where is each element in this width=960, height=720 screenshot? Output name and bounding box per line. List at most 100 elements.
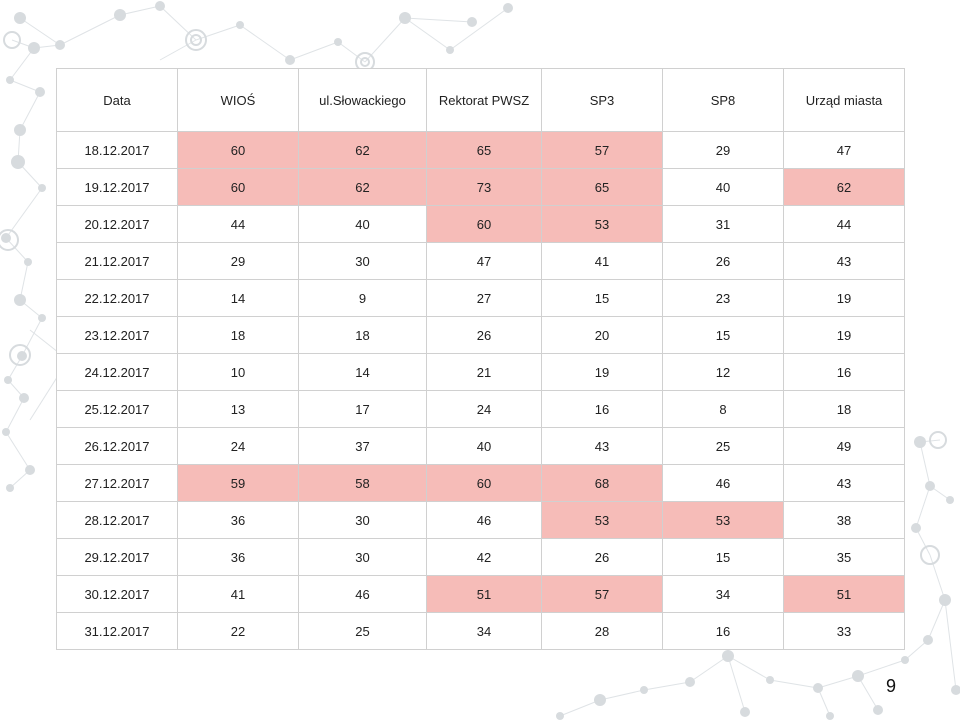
value-cell: 43 xyxy=(783,242,905,280)
value-cell: 35 xyxy=(783,538,905,576)
table-row: 27.12.2017 59 58 60 68 46 43 xyxy=(56,464,905,502)
date-cell: 20.12.2017 xyxy=(56,205,178,243)
value-cell: 29 xyxy=(662,131,784,169)
value-cell: 12 xyxy=(662,353,784,391)
value-cell: 60 xyxy=(177,168,299,206)
table-row: 24.12.2017 10 14 21 19 12 16 xyxy=(56,353,905,391)
value-cell: 51 xyxy=(783,575,905,613)
value-cell: 19 xyxy=(783,279,905,317)
value-cell: 40 xyxy=(662,168,784,206)
value-cell: 60 xyxy=(177,131,299,169)
value-cell: 16 xyxy=(783,353,905,391)
value-cell: 23 xyxy=(662,279,784,317)
value-cell: 25 xyxy=(298,612,427,650)
value-cell: 18 xyxy=(298,316,427,354)
page-number: 9 xyxy=(886,676,897,696)
date-cell: 30.12.2017 xyxy=(56,575,178,613)
value-cell: 34 xyxy=(662,575,784,613)
table-row: 25.12.2017 13 17 24 16 8 18 xyxy=(56,390,905,428)
value-cell: 51 xyxy=(426,575,542,613)
table-row: 22.12.2017 14 9 27 15 23 19 xyxy=(56,279,905,317)
value-cell: 22 xyxy=(177,612,299,650)
value-cell: 57 xyxy=(541,131,663,169)
value-cell: 10 xyxy=(177,353,299,391)
value-cell: 46 xyxy=(298,575,427,613)
value-cell: 33 xyxy=(783,612,905,650)
value-cell: 60 xyxy=(426,205,542,243)
value-cell: 16 xyxy=(662,612,784,650)
value-cell: 41 xyxy=(541,242,663,280)
value-cell: 31 xyxy=(662,205,784,243)
value-cell: 47 xyxy=(426,242,542,280)
value-cell: 15 xyxy=(662,316,784,354)
date-cell: 31.12.2017 xyxy=(56,612,178,650)
table-row: 26.12.2017 24 37 40 43 25 49 xyxy=(56,427,905,465)
table-row: 30.12.2017 41 46 51 57 34 51 xyxy=(56,575,905,613)
column-header: SP3 xyxy=(541,68,663,132)
value-cell: 30 xyxy=(298,242,427,280)
value-cell: 29 xyxy=(177,242,299,280)
value-cell: 57 xyxy=(541,575,663,613)
value-cell: 34 xyxy=(426,612,542,650)
date-cell: 18.12.2017 xyxy=(56,131,178,169)
value-cell: 37 xyxy=(298,427,427,465)
table-row: 21.12.2017 29 30 47 41 26 43 xyxy=(56,242,905,280)
value-cell: 36 xyxy=(177,501,299,539)
value-cell: 18 xyxy=(783,390,905,428)
value-cell: 30 xyxy=(298,538,427,576)
value-cell: 53 xyxy=(662,501,784,539)
value-cell: 28 xyxy=(541,612,663,650)
value-cell: 58 xyxy=(298,464,427,502)
value-cell: 43 xyxy=(541,427,663,465)
date-cell: 29.12.2017 xyxy=(56,538,178,576)
value-cell: 44 xyxy=(783,205,905,243)
pollution-data-table: Data WIOŚ ul.Słowackiego Rektorat PWSZ SP3 SP… xyxy=(56,68,905,650)
table-row: 31.12.2017 22 25 34 28 16 33 xyxy=(56,612,905,650)
value-cell: 15 xyxy=(662,538,784,576)
value-cell: 16 xyxy=(541,390,663,428)
value-cell: 20 xyxy=(541,316,663,354)
value-cell: 49 xyxy=(783,427,905,465)
value-cell: 36 xyxy=(177,538,299,576)
value-cell: 8 xyxy=(662,390,784,428)
value-cell: 26 xyxy=(541,538,663,576)
value-cell: 13 xyxy=(177,390,299,428)
date-cell: 24.12.2017 xyxy=(56,353,178,391)
value-cell: 26 xyxy=(662,242,784,280)
value-cell: 47 xyxy=(783,131,905,169)
value-cell: 14 xyxy=(177,279,299,317)
value-cell: 40 xyxy=(298,205,427,243)
column-header: Data xyxy=(56,68,178,132)
value-cell: 59 xyxy=(177,464,299,502)
date-cell: 19.12.2017 xyxy=(56,168,178,206)
column-header: Urząd miasta xyxy=(783,68,905,132)
value-cell: 68 xyxy=(541,464,663,502)
value-cell: 73 xyxy=(426,168,542,206)
value-cell: 21 xyxy=(426,353,542,391)
table-row: 19.12.2017 60 62 73 65 40 62 xyxy=(56,168,905,206)
value-cell: 40 xyxy=(426,427,542,465)
value-cell: 42 xyxy=(426,538,542,576)
date-cell: 28.12.2017 xyxy=(56,501,178,539)
date-cell: 27.12.2017 xyxy=(56,464,178,502)
value-cell: 43 xyxy=(783,464,905,502)
value-cell: 24 xyxy=(426,390,542,428)
value-cell: 30 xyxy=(298,501,427,539)
table-row: 29.12.2017 36 30 42 26 15 35 xyxy=(56,538,905,576)
table-row: 18.12.2017 60 62 65 57 29 47 xyxy=(56,131,905,169)
date-cell: 22.12.2017 xyxy=(56,279,178,317)
value-cell: 24 xyxy=(177,427,299,465)
column-header: Rektorat PWSZ xyxy=(426,68,542,132)
table-row: 20.12.2017 44 40 60 53 31 44 xyxy=(56,205,905,243)
value-cell: 17 xyxy=(298,390,427,428)
value-cell: 53 xyxy=(541,501,663,539)
date-cell: 23.12.2017 xyxy=(56,316,178,354)
column-header: SP8 xyxy=(662,68,784,132)
date-cell: 26.12.2017 xyxy=(56,427,178,465)
value-cell: 46 xyxy=(426,501,542,539)
column-header: WIOŚ xyxy=(177,68,299,132)
date-cell: 21.12.2017 xyxy=(56,242,178,280)
date-cell: 25.12.2017 xyxy=(56,390,178,428)
value-cell: 46 xyxy=(662,464,784,502)
